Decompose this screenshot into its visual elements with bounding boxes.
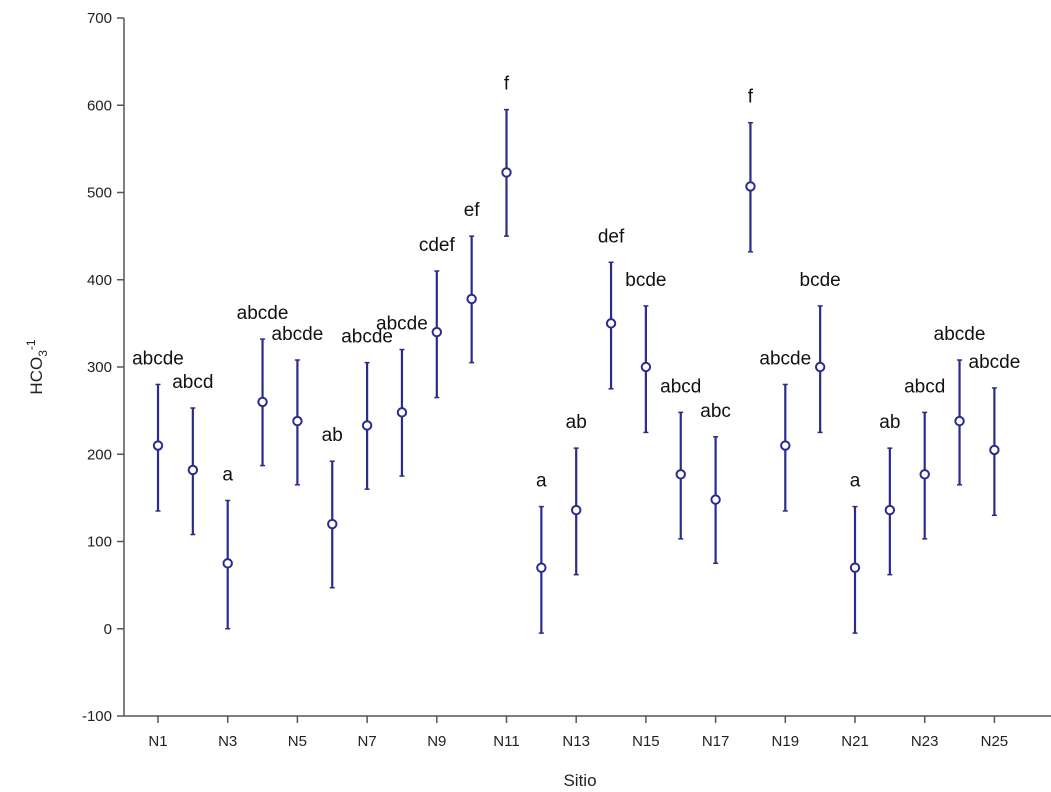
group-letter-label: abcde: [272, 324, 324, 345]
y-axis-title: HCO3-1: [24, 339, 50, 394]
group-letter-label: abcde: [237, 303, 289, 324]
mean-point: [536, 562, 547, 573]
mean-point: [989, 444, 1000, 456]
mean-point: [849, 562, 861, 573]
y-tick-label: 300: [87, 359, 112, 376]
mean-point: [640, 361, 652, 373]
group-letter-label: abc: [700, 401, 731, 422]
y-axis-title-superscript: -1: [24, 339, 38, 350]
y-tick-label: 200: [87, 446, 112, 463]
mean-point: [361, 420, 373, 431]
x-tick-label: N5: [288, 733, 307, 750]
group-letter-label: abcde: [969, 352, 1021, 373]
group-letter-label: ab: [322, 425, 343, 446]
group-letter-label: a: [850, 471, 861, 492]
group-letter-label: abcd: [172, 372, 213, 393]
x-tick-label: N21: [841, 733, 869, 750]
y-tick-label: 400: [87, 272, 112, 289]
group-letter-label: abcd: [660, 376, 701, 397]
mean-point: [884, 504, 896, 516]
mean-point: [605, 318, 617, 329]
mean-point: [954, 415, 965, 427]
group-letter-label: abcde: [934, 324, 986, 345]
x-tick-label: N11: [493, 733, 519, 750]
x-tick-label: N17: [702, 733, 730, 750]
mean-point: [466, 293, 477, 305]
y-tick-label: 500: [87, 185, 112, 202]
group-letter-label: ef: [464, 200, 481, 221]
mean-point: [257, 396, 268, 408]
y-tick-label: 0: [104, 621, 112, 638]
group-letter-label: ab: [566, 412, 587, 433]
group-letter-label: bcde: [625, 270, 666, 291]
group-letter-label: abcd: [904, 376, 945, 397]
y-tick-label: 600: [87, 97, 112, 114]
mean-point: [292, 415, 303, 427]
group-letter-label: bcde: [800, 270, 841, 291]
x-axis-title: Sitio: [563, 771, 596, 790]
y-axis-title-subscript: 3: [36, 350, 50, 357]
mean-point: [501, 167, 512, 178]
group-letter-label: f: [504, 74, 510, 95]
mean-point: [919, 469, 930, 480]
mean-point: [431, 326, 442, 338]
x-tick-label: N15: [632, 733, 660, 750]
mean-point: [745, 181, 756, 192]
group-letter-label: abcde: [132, 348, 184, 369]
x-tick-label: N9: [427, 733, 446, 750]
data-marks: [152, 108, 1000, 634]
mean-point: [571, 504, 582, 516]
group-letters: abcdeabcdaabcdeabcdeababcdeabcdecdefeffa…: [132, 74, 1020, 492]
group-letter-label: def: [598, 226, 625, 247]
y-tick-label: 700: [87, 10, 112, 27]
group-letter-label: ab: [879, 412, 900, 433]
x-tick-label: N7: [358, 733, 377, 750]
group-letter-label: a: [222, 464, 233, 485]
mean-point: [396, 407, 408, 418]
x-ticks: N1 N3 N5 N7 N9 N11 N13 N15 N17 N19 N21 N23 N25: [148, 716, 1008, 750]
mean-point: [222, 558, 233, 569]
y-ticks: -100 0 100 200 300 400 500 600 700: [82, 10, 124, 725]
x-tick-label: N25: [981, 733, 1009, 750]
x-tick-label: N19: [772, 733, 800, 750]
mean-point: [152, 440, 164, 451]
mean-point: [780, 440, 791, 451]
mean-point: [710, 494, 721, 505]
x-tick-label: N1: [148, 733, 167, 750]
group-letter-label: cdef: [419, 235, 456, 256]
mean-point: [814, 361, 826, 373]
group-letter-label: abcde: [376, 314, 428, 335]
mean-point: [327, 518, 338, 530]
y-tick-label: 100: [87, 534, 112, 551]
x-tick-label: N13: [562, 733, 590, 750]
group-letter-label: abcde: [759, 348, 811, 369]
group-letter-label: f: [748, 87, 754, 108]
y-tick-label: -100: [82, 708, 112, 725]
mean-point: [187, 464, 199, 476]
x-tick-label: N3: [218, 733, 237, 750]
x-tick-label: N23: [911, 733, 939, 750]
mean-point: [675, 469, 686, 480]
y-axis-title-main: HCO: [27, 357, 46, 395]
group-letter-label: abcde: [341, 327, 393, 348]
group-letter-label: a: [536, 471, 547, 492]
